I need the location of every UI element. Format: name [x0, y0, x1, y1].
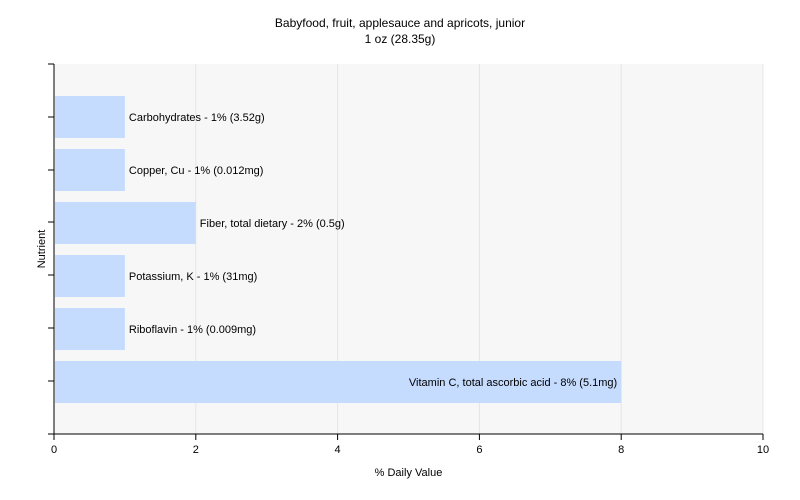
x-tick-label: 6 — [476, 444, 482, 456]
x-axis-label: % Daily Value — [375, 467, 443, 479]
bar — [55, 361, 622, 403]
bar — [55, 308, 125, 350]
bar — [55, 202, 196, 244]
bar-data-label: Potassium, K - 1% (31mg) — [129, 271, 257, 283]
bar — [55, 149, 125, 191]
x-tick-label: 4 — [335, 444, 341, 456]
bar-data-label: Riboflavin - 1% (0.009mg) — [129, 324, 256, 336]
axes: 0 2 4 6 8 10 — [48, 63, 769, 456]
bar-data-label: Carbohydrates - 1% (3.52g) — [129, 112, 265, 124]
bar-data-label: Fiber, total dietary - 2% (0.5g) — [200, 218, 345, 230]
bar — [55, 255, 125, 297]
x-tick-label: 8 — [618, 444, 624, 456]
bars: Carbohydrates - 1% (3.52g) Copper, Cu - 1… — [55, 96, 622, 403]
bar — [55, 96, 125, 138]
x-tick-label: 0 — [51, 444, 57, 456]
y-axis-label: Nutrient — [36, 230, 48, 269]
x-tick-label: 2 — [193, 444, 199, 456]
bar-data-label: Copper, Cu - 1% (0.012mg) — [129, 165, 264, 177]
chart-title: Babyfood, fruit, applesauce and apricots… — [274, 16, 526, 30]
chart-subtitle: 1 oz (28.35g) — [364, 32, 436, 46]
bar-data-label: Vitamin C, total ascorbic acid - 8% (5.1… — [409, 377, 617, 389]
x-tick-label: 10 — [757, 444, 769, 456]
